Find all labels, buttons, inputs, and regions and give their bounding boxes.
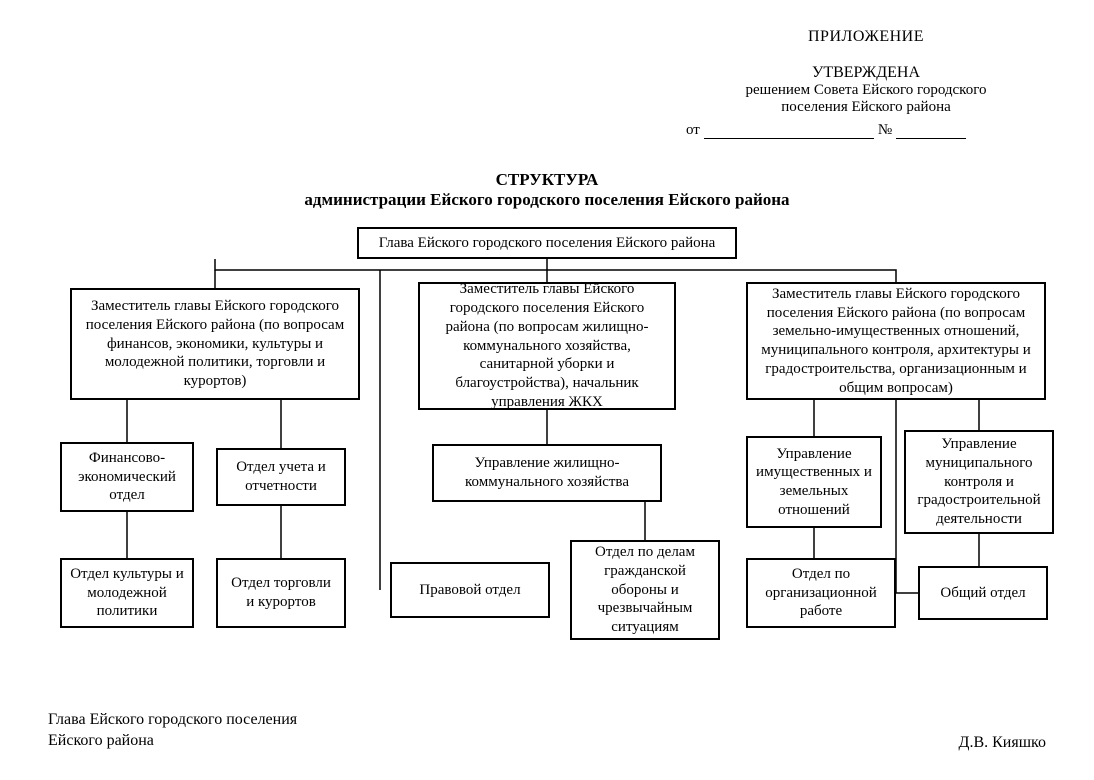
from-label: от — [686, 122, 700, 139]
number-label: № — [878, 122, 892, 139]
footer-left-2: Ейского района — [48, 731, 297, 752]
approved-label: УТВЕРЖДЕНА — [686, 64, 1046, 82]
org-node-munc: Управление муниципального контроля и гра… — [904, 430, 1054, 534]
title-line-1: СТРУКТУРА — [0, 170, 1094, 190]
org-node-prop: Управление имущественных и земельных отн… — [746, 436, 882, 528]
approval-block: ПРИЛОЖЕНИЕ УТВЕРЖДЕНА решением Совета Ей… — [686, 28, 1046, 139]
appendix-label: ПРИЛОЖЕНИЕ — [686, 28, 1046, 46]
org-node-root: Глава Ейского городского поселения Ейско… — [357, 227, 737, 259]
footer-signature-name: Д.В. Кияшко — [959, 734, 1046, 752]
approved-by-2: поселения Ейского района — [686, 99, 1046, 116]
number-blank — [896, 124, 966, 139]
approved-by-1: решением Совета Ейского городского — [686, 82, 1046, 99]
footer-signature-title: Глава Ейского городского поселения Ейско… — [48, 710, 297, 752]
org-node-gkh: Управление жилищно-коммунального хозяйст… — [432, 444, 662, 502]
org-node-acct: Отдел учета и отчетности — [216, 448, 346, 506]
org-node-legal: Правовой отдел — [390, 562, 550, 618]
org-node-trade: Отдел торговли и курортов — [216, 558, 346, 628]
org-node-fin: Финансово-экономический отдел — [60, 442, 194, 512]
org-node-dep2: Заместитель главы Ейского городского пос… — [418, 282, 676, 410]
document-title: СТРУКТУРА администрации Ейского городско… — [0, 170, 1094, 210]
org-node-emerg: Отдел по делам гражданской обороны и чре… — [570, 540, 720, 640]
org-node-dep1: Заместитель главы Ейского городского пос… — [70, 288, 360, 400]
org-node-org: Отдел по организационной работе — [746, 558, 896, 628]
title-line-2: администрации Ейского городского поселен… — [0, 190, 1094, 210]
from-number-line: от № — [686, 122, 1046, 139]
footer-left-1: Глава Ейского городского поселения — [48, 710, 297, 731]
org-node-common: Общий отдел — [918, 566, 1048, 620]
date-blank — [704, 124, 874, 139]
org-node-cult: Отдел культуры и молодежной политики — [60, 558, 194, 628]
org-node-dep3: Заместитель главы Ейского городского пос… — [746, 282, 1046, 400]
